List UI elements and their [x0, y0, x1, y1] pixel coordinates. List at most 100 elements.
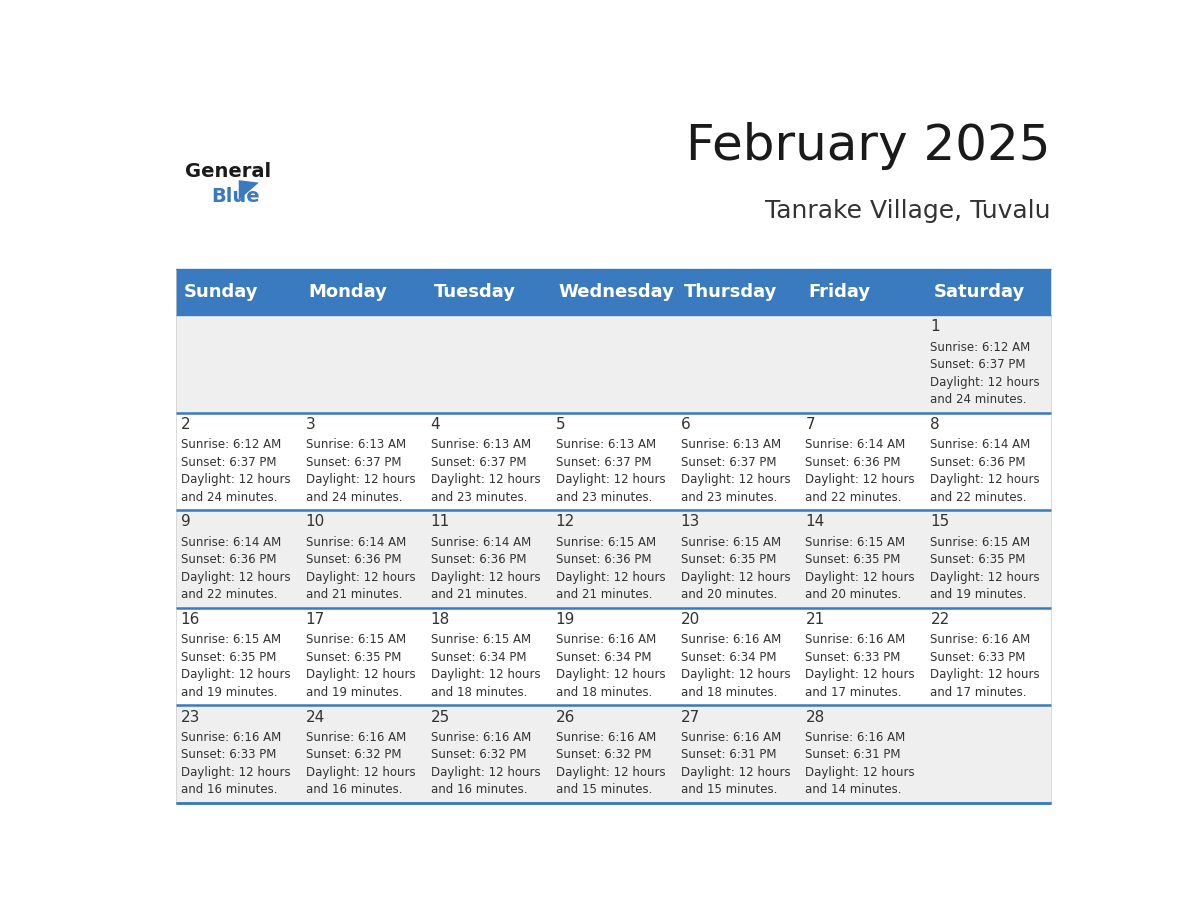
- Bar: [426, 705, 551, 803]
- Text: 4: 4: [430, 417, 441, 432]
- Bar: [301, 510, 426, 608]
- Text: 15: 15: [930, 514, 949, 530]
- Bar: [426, 510, 551, 608]
- Bar: [801, 315, 925, 413]
- Text: Sunrise: 6:16 AM
Sunset: 6:34 PM
Daylight: 12 hours
and 18 minutes.: Sunrise: 6:16 AM Sunset: 6:34 PM Dayligh…: [556, 633, 665, 699]
- Text: 21: 21: [805, 612, 824, 627]
- Text: Sunrise: 6:16 AM
Sunset: 6:33 PM
Daylight: 12 hours
and 17 minutes.: Sunrise: 6:16 AM Sunset: 6:33 PM Dayligh…: [930, 633, 1040, 699]
- Bar: [176, 608, 301, 705]
- Text: General: General: [185, 162, 271, 181]
- Bar: [176, 269, 301, 315]
- Text: Sunrise: 6:13 AM
Sunset: 6:37 PM
Daylight: 12 hours
and 23 minutes.: Sunrise: 6:13 AM Sunset: 6:37 PM Dayligh…: [430, 438, 541, 504]
- Text: 12: 12: [556, 514, 575, 530]
- Text: Sunrise: 6:12 AM
Sunset: 6:37 PM
Daylight: 12 hours
and 24 minutes.: Sunrise: 6:12 AM Sunset: 6:37 PM Dayligh…: [181, 438, 290, 504]
- Text: Tanrake Village, Tuvalu: Tanrake Village, Tuvalu: [765, 199, 1051, 223]
- Bar: [551, 608, 676, 705]
- Bar: [801, 510, 925, 608]
- Bar: [676, 608, 801, 705]
- Text: 9: 9: [181, 514, 190, 530]
- Text: Sunrise: 6:15 AM
Sunset: 6:35 PM
Daylight: 12 hours
and 19 minutes.: Sunrise: 6:15 AM Sunset: 6:35 PM Dayligh…: [305, 633, 416, 699]
- Text: 19: 19: [556, 612, 575, 627]
- Text: 6: 6: [681, 417, 690, 432]
- Bar: [676, 315, 801, 413]
- Bar: [176, 315, 301, 413]
- Text: Sunrise: 6:15 AM
Sunset: 6:35 PM
Daylight: 12 hours
and 19 minutes.: Sunrise: 6:15 AM Sunset: 6:35 PM Dayligh…: [930, 536, 1040, 601]
- Text: Sunrise: 6:12 AM
Sunset: 6:37 PM
Daylight: 12 hours
and 24 minutes.: Sunrise: 6:12 AM Sunset: 6:37 PM Dayligh…: [930, 341, 1040, 406]
- Bar: [925, 608, 1051, 705]
- Bar: [551, 705, 676, 803]
- Text: Sunrise: 6:15 AM
Sunset: 6:35 PM
Daylight: 12 hours
and 20 minutes.: Sunrise: 6:15 AM Sunset: 6:35 PM Dayligh…: [805, 536, 915, 601]
- Text: Sunrise: 6:16 AM
Sunset: 6:31 PM
Daylight: 12 hours
and 14 minutes.: Sunrise: 6:16 AM Sunset: 6:31 PM Dayligh…: [805, 731, 915, 796]
- Text: 24: 24: [305, 710, 326, 724]
- Text: Sunrise: 6:14 AM
Sunset: 6:36 PM
Daylight: 12 hours
and 22 minutes.: Sunrise: 6:14 AM Sunset: 6:36 PM Dayligh…: [805, 438, 915, 504]
- Text: Monday: Monday: [309, 283, 387, 301]
- Text: 13: 13: [681, 514, 700, 530]
- Text: 8: 8: [930, 417, 940, 432]
- Text: 18: 18: [430, 612, 450, 627]
- Text: 16: 16: [181, 612, 200, 627]
- Bar: [801, 269, 925, 315]
- Bar: [551, 510, 676, 608]
- Text: 27: 27: [681, 710, 700, 724]
- Bar: [551, 315, 676, 413]
- Text: 3: 3: [305, 417, 316, 432]
- Text: 7: 7: [805, 417, 815, 432]
- Text: 1: 1: [930, 319, 940, 334]
- Text: Thursday: Thursday: [683, 283, 777, 301]
- Text: Wednesday: Wednesday: [558, 283, 675, 301]
- Bar: [925, 413, 1051, 510]
- Bar: [676, 413, 801, 510]
- Bar: [925, 269, 1051, 315]
- Bar: [676, 510, 801, 608]
- Text: Sunrise: 6:14 AM
Sunset: 6:36 PM
Daylight: 12 hours
and 21 minutes.: Sunrise: 6:14 AM Sunset: 6:36 PM Dayligh…: [305, 536, 416, 601]
- Text: February 2025: February 2025: [687, 122, 1051, 170]
- Text: 10: 10: [305, 514, 326, 530]
- Text: 20: 20: [681, 612, 700, 627]
- Bar: [176, 510, 301, 608]
- Bar: [176, 705, 301, 803]
- Text: Sunrise: 6:16 AM
Sunset: 6:31 PM
Daylight: 12 hours
and 15 minutes.: Sunrise: 6:16 AM Sunset: 6:31 PM Dayligh…: [681, 731, 790, 796]
- Bar: [301, 315, 426, 413]
- Bar: [426, 315, 551, 413]
- Bar: [426, 269, 551, 315]
- Bar: [301, 705, 426, 803]
- Polygon shape: [239, 180, 259, 200]
- Text: 5: 5: [556, 417, 565, 432]
- Text: Sunrise: 6:14 AM
Sunset: 6:36 PM
Daylight: 12 hours
and 22 minutes.: Sunrise: 6:14 AM Sunset: 6:36 PM Dayligh…: [930, 438, 1040, 504]
- Text: 2: 2: [181, 417, 190, 432]
- Text: Sunrise: 6:15 AM
Sunset: 6:34 PM
Daylight: 12 hours
and 18 minutes.: Sunrise: 6:15 AM Sunset: 6:34 PM Dayligh…: [430, 633, 541, 699]
- Text: Sunrise: 6:15 AM
Sunset: 6:36 PM
Daylight: 12 hours
and 21 minutes.: Sunrise: 6:15 AM Sunset: 6:36 PM Dayligh…: [556, 536, 665, 601]
- Text: Sunrise: 6:16 AM
Sunset: 6:32 PM
Daylight: 12 hours
and 15 minutes.: Sunrise: 6:16 AM Sunset: 6:32 PM Dayligh…: [556, 731, 665, 796]
- Bar: [426, 413, 551, 510]
- Bar: [551, 269, 676, 315]
- Text: 28: 28: [805, 710, 824, 724]
- Text: Sunrise: 6:16 AM
Sunset: 6:33 PM
Daylight: 12 hours
and 17 minutes.: Sunrise: 6:16 AM Sunset: 6:33 PM Dayligh…: [805, 633, 915, 699]
- Bar: [801, 608, 925, 705]
- Bar: [925, 510, 1051, 608]
- Bar: [801, 705, 925, 803]
- Text: Sunrise: 6:16 AM
Sunset: 6:32 PM
Daylight: 12 hours
and 16 minutes.: Sunrise: 6:16 AM Sunset: 6:32 PM Dayligh…: [430, 731, 541, 796]
- Text: 17: 17: [305, 612, 326, 627]
- Text: Sunrise: 6:16 AM
Sunset: 6:34 PM
Daylight: 12 hours
and 18 minutes.: Sunrise: 6:16 AM Sunset: 6:34 PM Dayligh…: [681, 633, 790, 699]
- Text: Sunrise: 6:14 AM
Sunset: 6:36 PM
Daylight: 12 hours
and 21 minutes.: Sunrise: 6:14 AM Sunset: 6:36 PM Dayligh…: [430, 536, 541, 601]
- Text: 22: 22: [930, 612, 949, 627]
- Bar: [301, 608, 426, 705]
- Bar: [301, 413, 426, 510]
- Text: Blue: Blue: [211, 186, 260, 206]
- Text: 14: 14: [805, 514, 824, 530]
- Text: Sunrise: 6:13 AM
Sunset: 6:37 PM
Daylight: 12 hours
and 23 minutes.: Sunrise: 6:13 AM Sunset: 6:37 PM Dayligh…: [556, 438, 665, 504]
- Bar: [676, 269, 801, 315]
- Text: 25: 25: [430, 710, 450, 724]
- Bar: [925, 315, 1051, 413]
- Bar: [676, 705, 801, 803]
- Text: Sunrise: 6:15 AM
Sunset: 6:35 PM
Daylight: 12 hours
and 19 minutes.: Sunrise: 6:15 AM Sunset: 6:35 PM Dayligh…: [181, 633, 290, 699]
- Bar: [301, 269, 426, 315]
- Text: 23: 23: [181, 710, 200, 724]
- Text: 11: 11: [430, 514, 450, 530]
- Text: Sunrise: 6:13 AM
Sunset: 6:37 PM
Daylight: 12 hours
and 23 minutes.: Sunrise: 6:13 AM Sunset: 6:37 PM Dayligh…: [681, 438, 790, 504]
- Text: Friday: Friday: [808, 283, 871, 301]
- Text: 26: 26: [556, 710, 575, 724]
- Text: Saturday: Saturday: [934, 283, 1024, 301]
- Bar: [426, 608, 551, 705]
- Text: Sunrise: 6:16 AM
Sunset: 6:32 PM
Daylight: 12 hours
and 16 minutes.: Sunrise: 6:16 AM Sunset: 6:32 PM Dayligh…: [305, 731, 416, 796]
